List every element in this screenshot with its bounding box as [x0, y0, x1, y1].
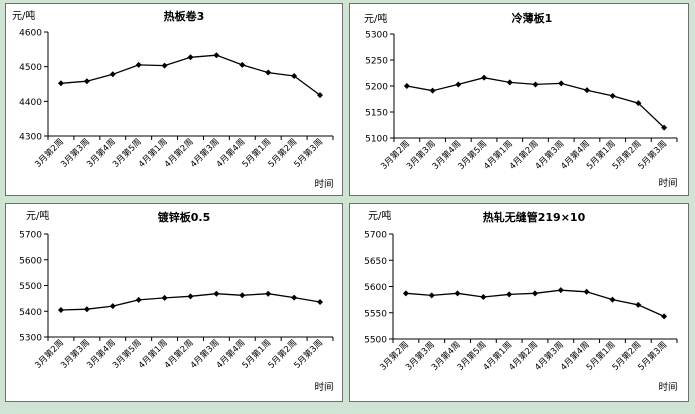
y-tick-label: 5700 [364, 231, 387, 241]
data-point [429, 87, 436, 94]
chart-svg: 镀锌板0.5元/吨时间530054005500560057003月第2周3月第3… [19, 209, 333, 393]
data-point [83, 78, 90, 85]
chart-title: 热轧无缝管219×10 [483, 210, 586, 224]
data-point [317, 92, 324, 99]
data-point [402, 290, 409, 297]
data-point [239, 292, 246, 299]
data-point [506, 291, 513, 298]
x-tick-label: 5月第3周 [292, 337, 325, 370]
data-point [109, 303, 116, 310]
x-axis-label: 时间 [658, 177, 677, 189]
y-tick-label: 5400 [19, 308, 42, 318]
y-tick-label: 5150 [365, 109, 388, 119]
chart-panel-hot-rolled-coil: 热板卷3 元/吨 时间 4300 4400 4500 4600 3月第2周 3月第3周 3月第4周… [5, 3, 343, 196]
data-point [403, 83, 410, 89]
y-tick-label: 4500 [19, 63, 42, 73]
chart-title: 冷薄板1 [512, 11, 553, 25]
series-line [60, 54, 321, 96]
data-point [57, 80, 64, 87]
y-tick-label: 5300 [19, 334, 42, 344]
data-point [291, 294, 298, 301]
y-tick-label: 5700 [19, 231, 42, 241]
data-point [506, 79, 513, 86]
chart-panel-cold-rolled-sheet: 冷薄板1 元/吨 时间 5100 5150 5200 5250 5300 3月第2周 3月第3周 3… [349, 3, 689, 196]
y-tick-label: 5600 [19, 256, 42, 266]
data-point [161, 294, 168, 301]
data-point [455, 81, 462, 88]
data-point [187, 54, 194, 61]
data-point [558, 80, 565, 87]
x-tick-label: 5月第3周 [292, 136, 325, 169]
y-axis-unit-label: 元/吨 [368, 209, 391, 222]
y-tick-label: 5650 [364, 257, 387, 267]
y-axis-unit-label: 元/吨 [26, 209, 49, 222]
data-point [454, 290, 461, 297]
data-point [583, 87, 590, 94]
chart-panel-galvanized-sheet: 镀锌板0.5 元/吨 时间 5300 5400 5500 5600 5700 3月第2周 3月第3… [5, 203, 343, 402]
y-tick-label: 4300 [19, 133, 42, 143]
chart-svg: 热板卷3元/吨时间43004400450046003月第2周3月第3周3月第4周… [12, 9, 334, 190]
chart-panel-seamless-pipe: 热轧无缝管219×10 元/吨 时间 5500 5550 5600 5650 5700 3月第2… [349, 203, 689, 402]
data-point [317, 298, 324, 305]
y-tick-label: 5200 [365, 83, 388, 93]
data-point [635, 100, 642, 107]
x-axis-label: 时间 [658, 381, 677, 393]
y-axis-unit-label: 元/吨 [12, 9, 35, 22]
y-tick-label: 4600 [19, 29, 42, 39]
y-tick-label: 5500 [364, 336, 387, 346]
data-point [161, 62, 168, 69]
chart-svg: 热轧无缝管219×10元/吨时间550055505600565057003月第2… [364, 209, 677, 393]
y-tick-label: 5100 [365, 135, 388, 145]
y-tick-label: 4400 [19, 98, 42, 108]
data-point [609, 296, 616, 303]
chart-svg: 冷薄板1元/吨时间510051505200525053003月第2周3月第3周3… [364, 11, 678, 189]
data-point [609, 92, 616, 99]
data-point [213, 52, 220, 59]
data-point [428, 292, 435, 299]
chart-title: 镀锌板0.5 [158, 210, 211, 224]
data-point [265, 69, 272, 76]
y-tick-label: 5500 [19, 282, 42, 292]
data-point [661, 124, 668, 131]
data-point [635, 301, 642, 308]
data-point [583, 288, 590, 295]
y-tick-label: 5600 [364, 283, 387, 293]
data-point [109, 71, 116, 78]
x-axis-label: 时间 [314, 381, 333, 393]
x-axis-label: 时间 [314, 178, 333, 190]
data-point [480, 294, 487, 300]
data-point [532, 81, 539, 88]
data-point [135, 296, 142, 303]
y-axis-unit-label: 元/吨 [364, 12, 387, 25]
data-point [481, 74, 488, 81]
chart-title: 热板卷3 [164, 9, 205, 23]
data-point [532, 290, 538, 297]
data-point [239, 61, 246, 68]
y-tick-label: 5300 [365, 31, 388, 41]
x-tick-label: 5月第3周 [636, 138, 669, 171]
y-tick-label: 5550 [364, 309, 387, 319]
data-point [135, 61, 142, 68]
data-point [57, 306, 64, 313]
data-point [265, 290, 272, 297]
data-point [213, 290, 220, 297]
data-point [291, 73, 298, 80]
y-tick-label: 5250 [365, 57, 388, 67]
data-point [83, 306, 90, 313]
data-point [557, 287, 564, 294]
data-point [661, 313, 668, 320]
data-point [187, 293, 194, 300]
x-tick-label: 5月第3周 [636, 339, 669, 372]
